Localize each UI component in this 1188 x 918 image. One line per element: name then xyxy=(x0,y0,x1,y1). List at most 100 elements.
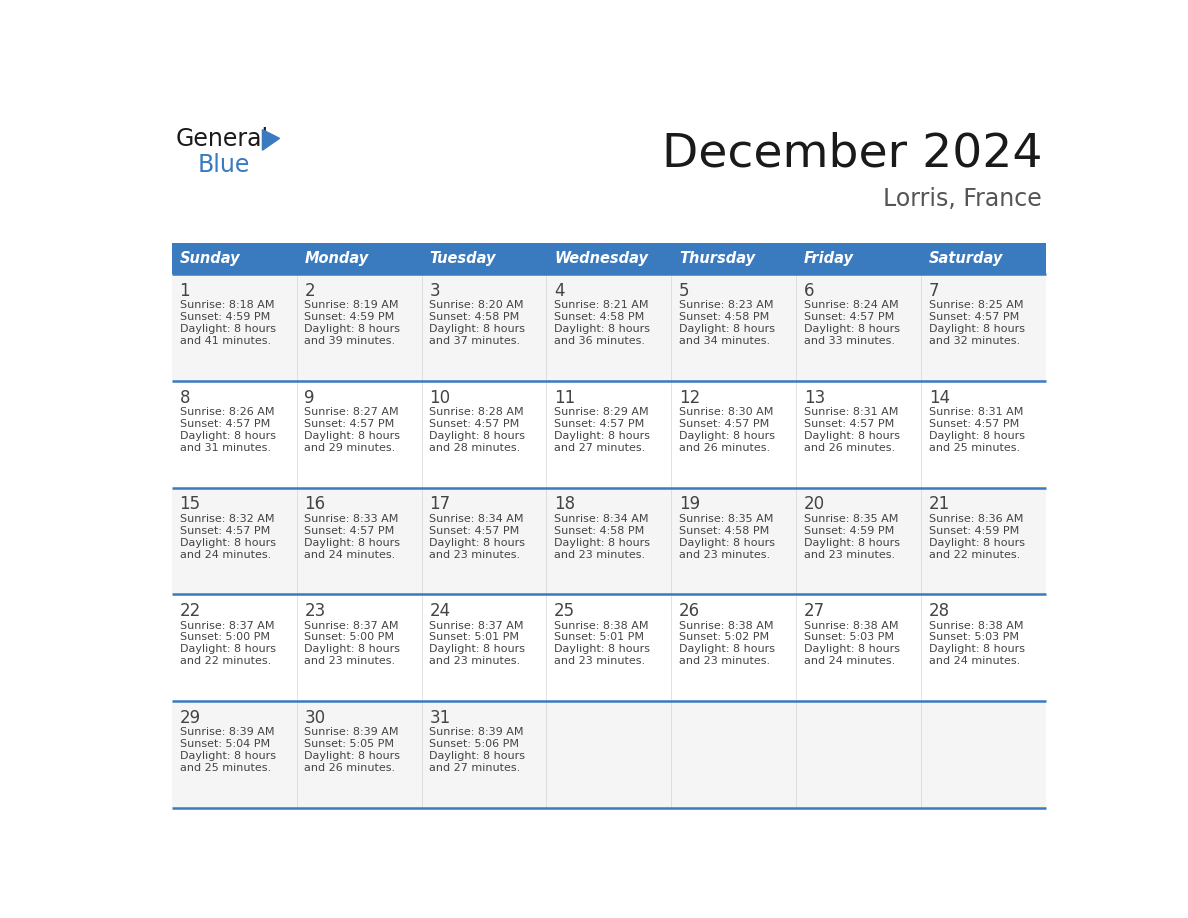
Text: Blue: Blue xyxy=(197,153,249,177)
Text: Daylight: 8 hours: Daylight: 8 hours xyxy=(680,644,775,655)
Text: Daylight: 8 hours: Daylight: 8 hours xyxy=(179,324,276,334)
Text: 8: 8 xyxy=(179,388,190,407)
Bar xyxy=(921,243,1045,274)
Text: Daylight: 8 hours: Daylight: 8 hours xyxy=(929,644,1025,655)
Text: Sunset: 5:01 PM: Sunset: 5:01 PM xyxy=(429,633,519,643)
Text: December 2024: December 2024 xyxy=(662,131,1042,177)
Bar xyxy=(172,274,1045,381)
Text: Saturday: Saturday xyxy=(929,252,1003,266)
Text: 10: 10 xyxy=(429,388,450,407)
Text: 30: 30 xyxy=(304,709,326,727)
Text: 17: 17 xyxy=(429,496,450,513)
Text: 18: 18 xyxy=(554,496,575,513)
Text: Sunset: 4:58 PM: Sunset: 4:58 PM xyxy=(680,312,770,322)
Text: Wednesday: Wednesday xyxy=(554,252,649,266)
Text: Sunrise: 8:33 AM: Sunrise: 8:33 AM xyxy=(304,514,399,524)
Text: General: General xyxy=(176,127,268,151)
Text: Daylight: 8 hours: Daylight: 8 hours xyxy=(804,538,901,548)
Text: Sunrise: 8:38 AM: Sunrise: 8:38 AM xyxy=(554,621,649,631)
Text: 9: 9 xyxy=(304,388,315,407)
Bar xyxy=(172,594,1045,701)
Text: and 22 minutes.: and 22 minutes. xyxy=(929,550,1020,560)
Text: Sunrise: 8:18 AM: Sunrise: 8:18 AM xyxy=(179,300,274,310)
Text: Daylight: 8 hours: Daylight: 8 hours xyxy=(304,644,400,655)
Text: Sunrise: 8:31 AM: Sunrise: 8:31 AM xyxy=(804,407,898,417)
Text: Daylight: 8 hours: Daylight: 8 hours xyxy=(929,324,1025,334)
Text: Daylight: 8 hours: Daylight: 8 hours xyxy=(929,538,1025,548)
Text: Sunrise: 8:20 AM: Sunrise: 8:20 AM xyxy=(429,300,524,310)
Text: Sunrise: 8:31 AM: Sunrise: 8:31 AM xyxy=(929,407,1023,417)
Text: Daylight: 8 hours: Daylight: 8 hours xyxy=(304,324,400,334)
Text: and 23 minutes.: and 23 minutes. xyxy=(554,656,645,666)
Text: and 22 minutes.: and 22 minutes. xyxy=(179,656,271,666)
Text: Sunset: 4:59 PM: Sunset: 4:59 PM xyxy=(179,312,270,322)
Text: Sunset: 4:58 PM: Sunset: 4:58 PM xyxy=(680,526,770,536)
Text: Sunrise: 8:23 AM: Sunrise: 8:23 AM xyxy=(680,300,773,310)
Text: 7: 7 xyxy=(929,282,940,300)
Text: 29: 29 xyxy=(179,709,201,727)
Text: 25: 25 xyxy=(554,602,575,620)
Text: and 29 minutes.: and 29 minutes. xyxy=(304,442,396,453)
Text: and 25 minutes.: and 25 minutes. xyxy=(179,763,271,773)
Text: Sunset: 4:59 PM: Sunset: 4:59 PM xyxy=(804,526,895,536)
Text: and 26 minutes.: and 26 minutes. xyxy=(304,763,396,773)
Text: 20: 20 xyxy=(804,496,824,513)
Text: Sunrise: 8:38 AM: Sunrise: 8:38 AM xyxy=(929,621,1023,631)
Text: 31: 31 xyxy=(429,709,450,727)
Text: 5: 5 xyxy=(680,282,689,300)
Text: Sunset: 4:58 PM: Sunset: 4:58 PM xyxy=(554,312,644,322)
Text: and 32 minutes.: and 32 minutes. xyxy=(929,336,1020,346)
Text: and 23 minutes.: and 23 minutes. xyxy=(429,550,520,560)
Text: and 23 minutes.: and 23 minutes. xyxy=(804,550,895,560)
Text: 23: 23 xyxy=(304,602,326,620)
Text: Sunset: 4:57 PM: Sunset: 4:57 PM xyxy=(429,419,519,429)
Text: Daylight: 8 hours: Daylight: 8 hours xyxy=(179,431,276,441)
Text: Monday: Monday xyxy=(304,252,368,266)
Text: Daylight: 8 hours: Daylight: 8 hours xyxy=(804,324,901,334)
Text: and 25 minutes.: and 25 minutes. xyxy=(929,442,1020,453)
Text: and 23 minutes.: and 23 minutes. xyxy=(680,550,770,560)
Text: and 33 minutes.: and 33 minutes. xyxy=(804,336,895,346)
Text: Sunset: 4:57 PM: Sunset: 4:57 PM xyxy=(304,526,394,536)
Text: 11: 11 xyxy=(554,388,575,407)
Text: Sunrise: 8:39 AM: Sunrise: 8:39 AM xyxy=(179,727,274,737)
Text: Daylight: 8 hours: Daylight: 8 hours xyxy=(304,538,400,548)
Text: Sunset: 5:06 PM: Sunset: 5:06 PM xyxy=(429,739,519,749)
Text: Daylight: 8 hours: Daylight: 8 hours xyxy=(429,324,525,334)
Text: Sunset: 5:00 PM: Sunset: 5:00 PM xyxy=(179,633,270,643)
Text: Sunset: 5:00 PM: Sunset: 5:00 PM xyxy=(304,633,394,643)
Text: Daylight: 8 hours: Daylight: 8 hours xyxy=(554,538,650,548)
Text: Sunday: Sunday xyxy=(179,252,240,266)
Text: Sunrise: 8:29 AM: Sunrise: 8:29 AM xyxy=(554,407,649,417)
Text: Daylight: 8 hours: Daylight: 8 hours xyxy=(179,644,276,655)
Text: Sunrise: 8:25 AM: Sunrise: 8:25 AM xyxy=(929,300,1023,310)
Text: and 24 minutes.: and 24 minutes. xyxy=(179,550,271,560)
Text: Daylight: 8 hours: Daylight: 8 hours xyxy=(304,431,400,441)
Text: Sunset: 4:58 PM: Sunset: 4:58 PM xyxy=(554,526,644,536)
Text: 4: 4 xyxy=(554,282,564,300)
Text: Sunset: 4:57 PM: Sunset: 4:57 PM xyxy=(429,526,519,536)
Text: and 41 minutes.: and 41 minutes. xyxy=(179,336,271,346)
Text: Friday: Friday xyxy=(804,252,854,266)
Text: and 23 minutes.: and 23 minutes. xyxy=(304,656,396,666)
Text: Sunset: 4:57 PM: Sunset: 4:57 PM xyxy=(804,419,895,429)
Text: 24: 24 xyxy=(429,602,450,620)
Text: Sunset: 5:05 PM: Sunset: 5:05 PM xyxy=(304,739,394,749)
Bar xyxy=(172,701,1045,808)
Bar xyxy=(796,243,921,274)
Text: Sunrise: 8:27 AM: Sunrise: 8:27 AM xyxy=(304,407,399,417)
Text: Sunset: 4:57 PM: Sunset: 4:57 PM xyxy=(179,419,270,429)
Text: Daylight: 8 hours: Daylight: 8 hours xyxy=(680,538,775,548)
Text: 26: 26 xyxy=(680,602,700,620)
Text: 28: 28 xyxy=(929,602,950,620)
Text: Sunset: 4:57 PM: Sunset: 4:57 PM xyxy=(680,419,770,429)
Text: Daylight: 8 hours: Daylight: 8 hours xyxy=(429,751,525,761)
Text: Sunrise: 8:38 AM: Sunrise: 8:38 AM xyxy=(680,621,773,631)
Text: Sunset: 4:57 PM: Sunset: 4:57 PM xyxy=(929,312,1019,322)
Text: Sunrise: 8:35 AM: Sunrise: 8:35 AM xyxy=(804,514,898,524)
Text: and 23 minutes.: and 23 minutes. xyxy=(554,550,645,560)
Text: 16: 16 xyxy=(304,496,326,513)
Text: Daylight: 8 hours: Daylight: 8 hours xyxy=(179,538,276,548)
Text: and 39 minutes.: and 39 minutes. xyxy=(304,336,396,346)
Text: 3: 3 xyxy=(429,282,440,300)
